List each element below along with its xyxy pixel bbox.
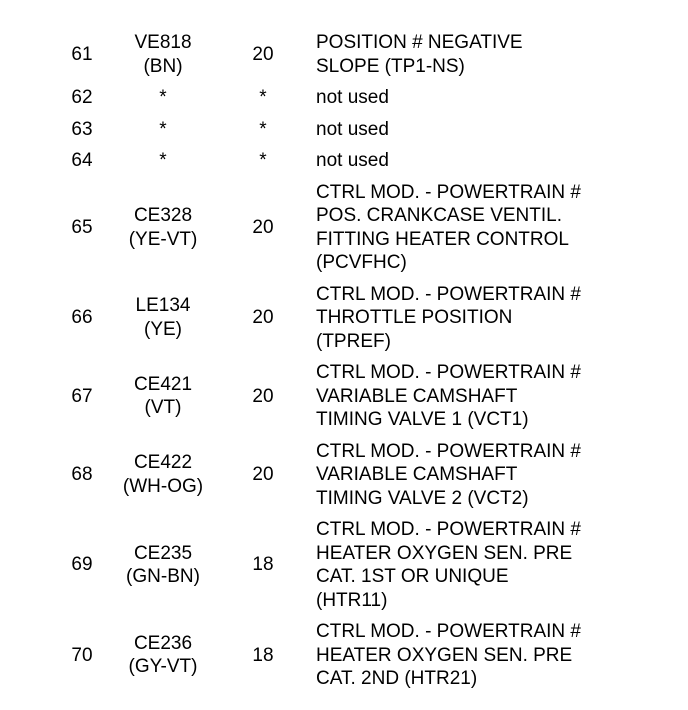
wire-size: 18	[252, 554, 274, 576]
table-row: 66 LE134 (YE) 20 CTRL MOD. - POWERTRAIN # T…	[0, 279, 688, 358]
wire-size: 18	[252, 644, 274, 666]
wire-size: 20	[252, 385, 274, 407]
wire-size: 20	[252, 216, 274, 238]
pin-description: CTRL MOD. - POWERTRAIN # VARIABLE CAMSHA…	[316, 362, 581, 430]
wire-code: *	[159, 87, 167, 108]
pin-description: CTRL MOD. - POWERTRAIN # HEATER OXYGEN S…	[316, 519, 581, 611]
wire-code: VE818 (BN)	[134, 32, 192, 77]
pin-number: 64	[71, 150, 93, 171]
pin-description: CTRL MOD. - POWERTRAIN # POS. CRANKCASE …	[316, 181, 581, 274]
wire-code: CE422 (WH-OG)	[122, 452, 204, 497]
table-row: 67 CE421 (VT) 20 CTRL MOD. - POWERTRAIN # V…	[0, 357, 688, 436]
pin-number: 62	[71, 87, 93, 108]
pin-number: 70	[71, 644, 93, 666]
wire-code: CE235 (GN-BN)	[126, 542, 200, 588]
pin-description: not used	[316, 87, 389, 108]
pin-number: 61	[71, 43, 93, 65]
table-row: 62 * * not used	[0, 82, 688, 114]
table-row: 70 CE236 (GY-VT) 18 CTRL MOD. - POWERTRAIN …	[0, 616, 688, 695]
pin-number: 63	[71, 118, 93, 140]
pin-description: CTRL MOD. - POWERTRAIN # THROTTLE POSITI…	[316, 283, 581, 352]
wire-code: CE328 (YE-VT)	[128, 205, 198, 250]
pin-description: not used	[316, 118, 389, 140]
wire-code: *	[159, 118, 167, 140]
table-row: 69 CE235 (GN-BN) 18 CTRL MOD. - POWERTRAIN …	[0, 514, 688, 616]
pin-description: POSITION # NEGATIVE SLOPE (TP1-NS)	[316, 32, 523, 77]
wire-size: *	[259, 87, 267, 108]
wire-size: *	[259, 150, 267, 171]
pin-number: 65	[71, 216, 93, 238]
wire-size: *	[259, 118, 267, 140]
pin-description: CTRL MOD. - POWERTRAIN # VARIABLE CAMSHA…	[316, 440, 581, 509]
wire-code: CE421 (VT)	[133, 373, 193, 419]
table-row: 64 * * not used	[0, 145, 688, 177]
pin-number: 68	[71, 464, 93, 485]
table-row: 61 VE818 (BN) 20 POSITION # NEGATIVE SLOPE …	[0, 27, 688, 82]
table-row: 65 CE328 (YE-VT) 20 CTRL MOD. - POWERTRAIN …	[0, 177, 688, 279]
connector-pin-table: 61 VE818 (BN) 20 POSITION # NEGATIVE SLOPE …	[0, 27, 688, 695]
table-row: 68 CE422 (WH-OG) 20 CTRL MOD. - POWERTRAIN …	[0, 436, 688, 515]
pin-number: 69	[71, 554, 93, 576]
wire-size: 20	[252, 464, 274, 485]
wire-size: 20	[252, 307, 274, 328]
wire-size: 20	[252, 43, 274, 65]
pin-number: 67	[71, 385, 93, 407]
pin-number: 66	[71, 307, 93, 328]
pin-description: CTRL MOD. - POWERTRAIN # HEATER OXYGEN S…	[316, 621, 581, 689]
wire-code: CE236 (GY-VT)	[128, 632, 198, 678]
table-row: 63 * * not used	[0, 114, 688, 146]
wire-code: LE134 (YE)	[135, 295, 191, 340]
wire-code: *	[159, 150, 167, 171]
pin-description: not used	[316, 150, 389, 171]
